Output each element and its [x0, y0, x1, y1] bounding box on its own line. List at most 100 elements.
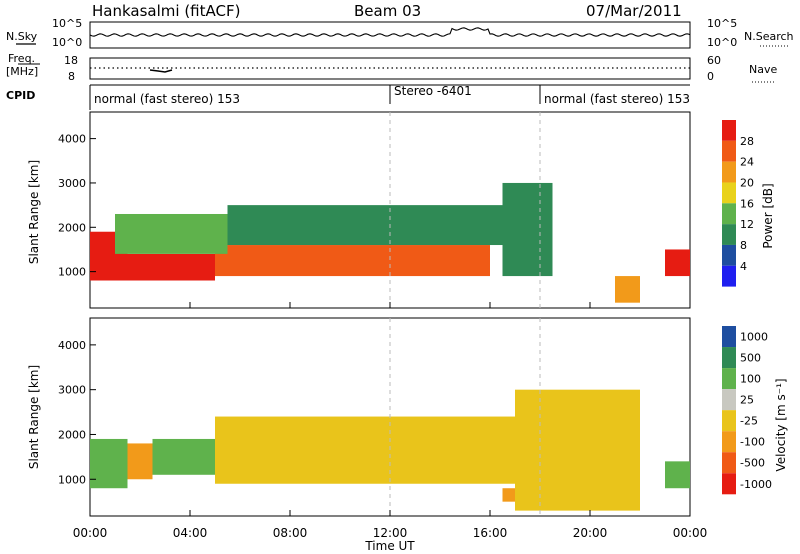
power-x-axis [89, 302, 691, 308]
cpid-label: CPID [6, 89, 35, 102]
velocity-ytick-label-1: 2000 [58, 428, 86, 441]
velocity-colorbar-swatch-3 [722, 389, 736, 411]
power-colorbar-tick-1: 8 [740, 239, 747, 252]
power-ytick-label-3: 4000 [58, 133, 86, 146]
velocity-region-2 [152, 438, 215, 475]
velocity-ylabel: Slant Range [km] [27, 365, 41, 469]
power-ytick-label-2: 3000 [58, 177, 86, 190]
power-colorbar-swatch-4 [722, 203, 736, 225]
velocity-region-1 [127, 443, 153, 480]
time-axis-title: Time UT [364, 539, 415, 553]
velocity-region-3 [215, 416, 515, 484]
velocity-colorbar: -1000 -500 -100 -25 25 100 500 1000 [722, 326, 772, 495]
nsky-right-tick-top: 10^5 [707, 17, 737, 30]
cpid-segment-3: normal (fast stereo) 153 [544, 92, 690, 106]
power-colorbar-swatch-0 [722, 120, 736, 141]
time-label-5: 20:00 [573, 526, 608, 540]
power-colorbar-swatch-3 [722, 182, 736, 204]
power-colorbar-tick-3: 16 [740, 197, 754, 210]
power-colorbar-swatch-2 [722, 161, 736, 183]
time-label-4: 16:00 [473, 526, 508, 540]
velocity-ytick-label-2: 3000 [58, 384, 86, 397]
freq-strip: Freq. [MHz] 18 8 60 0 Nave [6, 52, 777, 83]
velocity-colorbar-swatch-6 [722, 452, 736, 474]
velocity-ytick-label-3: 4000 [58, 339, 86, 352]
power-colorbar: 4 8 12 16 20 24 28 [722, 120, 754, 287]
power-region-6 [615, 276, 640, 303]
power-colorbar-swatch-7 [722, 265, 736, 287]
nsearch-label: N.Search [744, 30, 794, 43]
time-label-2: 08:00 [273, 526, 308, 540]
time-label-0: 00:00 [73, 526, 108, 540]
velocity-region-6 [665, 461, 690, 489]
velocity-colorbar-swatch-0 [722, 326, 736, 348]
power-ylabel: Slant Range [km] [27, 160, 41, 264]
beam-title: Beam 03 [354, 2, 421, 20]
power-ytick-label-0: 1000 [58, 266, 86, 279]
power-data [90, 112, 690, 308]
nave-trace [149, 69, 173, 73]
velocity-colorbar-tick-0: -1000 [740, 478, 772, 491]
power-colorbar-tick-2: 12 [740, 218, 754, 231]
power-panel: 1000 2000 3000 4000 Slant Range [km] 4 8 12 16… [27, 111, 775, 309]
nsky-left-tick-bottom: 10^0 [52, 36, 82, 49]
power-region-7 [665, 249, 690, 277]
velocity-colorbar-swatch-5 [722, 431, 736, 453]
velocity-colorbar-swatch-4 [722, 410, 736, 432]
power-region-3 [115, 213, 228, 254]
nsky-label: N.Sky [6, 30, 38, 43]
freq-left-tick-bottom: 8 [68, 70, 75, 83]
nsky-trace [89, 27, 691, 37]
power-colorbar-tick-0: 4 [740, 260, 747, 273]
power-colorbar-swatch-1 [722, 140, 736, 162]
date-title: 07/Mar/2011 [586, 2, 682, 20]
power-colorbar-swatch-5 [722, 224, 736, 245]
velocity-colorbar-swatch-7 [722, 473, 736, 495]
freq-label-1: Freq. [8, 52, 35, 65]
velocity-colorbar-label: Velocity [m s⁻¹] [774, 378, 788, 471]
freq-right-tick-top: 60 [707, 54, 721, 67]
velocity-colorbar-tick-2: -100 [740, 436, 765, 449]
velocity-colorbar-swatch-1 [722, 347, 736, 369]
velocity-region-0 [90, 438, 128, 489]
freq-label-2: [MHz] [6, 65, 38, 78]
power-colorbar-tick-6: 28 [740, 135, 754, 148]
nsky-right-tick-bottom: 10^0 [707, 36, 737, 49]
velocity-y-axis: 1000 2000 3000 4000 [58, 339, 96, 486]
velocity-x-axis [89, 510, 691, 516]
power-colorbar-swatch-6 [722, 244, 736, 266]
time-axis-labels: 00:00 04:00 08:00 12:00 16:00 20:00 00:00 [73, 526, 708, 540]
velocity-colorbar-tick-7: 1000 [740, 331, 768, 344]
nave-label: Nave [749, 63, 777, 76]
freq-left-tick-top: 18 [64, 54, 78, 67]
nsky-left-tick-top: 10^5 [52, 17, 82, 30]
power-colorbar-tick-4: 20 [740, 176, 754, 189]
station-title: Hankasalmi (fitACF) [92, 2, 240, 20]
freq-right-tick-bottom: 0 [707, 70, 714, 83]
cpid-segment-2: Stereo -6401 [394, 84, 472, 98]
power-region-5 [502, 182, 553, 277]
velocity-colorbar-swatch-2 [722, 368, 736, 390]
time-label-6: 00:00 [673, 526, 708, 540]
power-region-1 [127, 253, 215, 281]
velocity-colorbar-tick-6: 500 [740, 352, 761, 365]
time-label-3: 12:00 [373, 526, 408, 540]
velocity-region-4 [502, 488, 515, 502]
velocity-colorbar-tick-1: -500 [740, 457, 765, 470]
nsky-strip: N.Sky 10^5 10^0 10^5 10^0 N.Search [6, 17, 794, 49]
power-region-4 [227, 205, 503, 246]
power-colorbar-label: Power [dB] [761, 183, 775, 248]
velocity-colorbar-tick-4: 25 [740, 394, 754, 407]
time-label-1: 04:00 [173, 526, 208, 540]
velocity-colorbar-tick-5: 100 [740, 373, 761, 386]
velocity-data [90, 318, 690, 516]
velocity-region-5 [515, 389, 640, 511]
cpid-strip: CPID normal (fast stereo) 153 Stereo -64… [6, 84, 690, 110]
velocity-ytick-label-0: 1000 [58, 473, 86, 486]
power-region-2 [215, 245, 490, 277]
velocity-colorbar-tick-3: -25 [740, 415, 758, 428]
power-colorbar-tick-5: 24 [740, 156, 754, 169]
cpid-segment-1: normal (fast stereo) 153 [94, 92, 240, 106]
